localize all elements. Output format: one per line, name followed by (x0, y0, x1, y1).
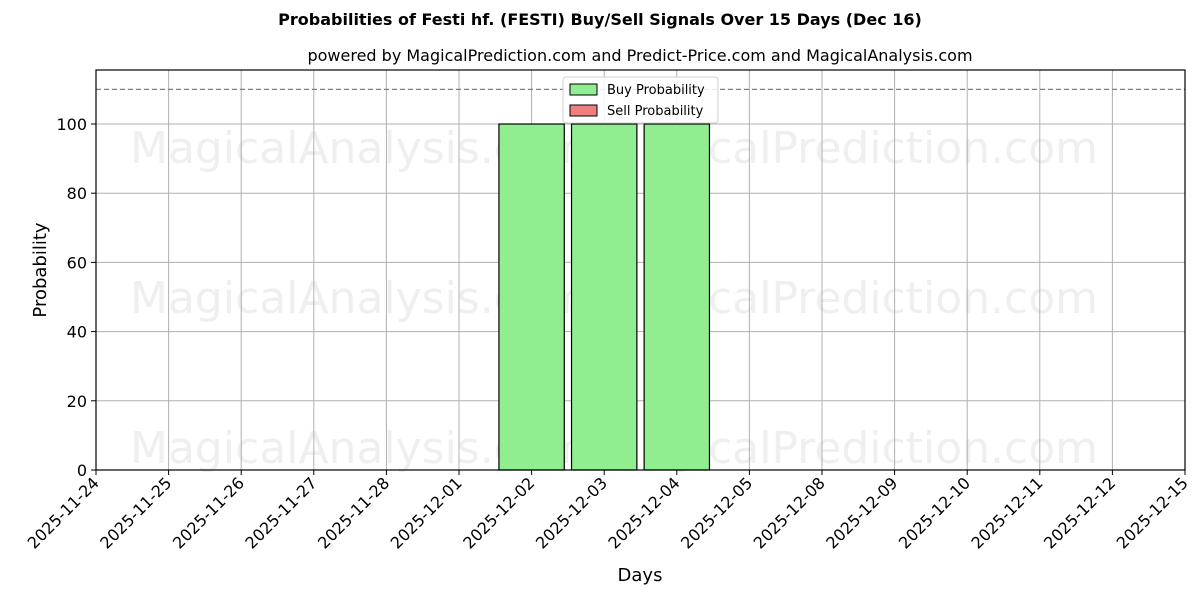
x-tick-label: 2025-11-28 (314, 473, 393, 552)
x-tick-label: 2025-12-01 (387, 473, 466, 552)
plot-frame (95, 69, 1186, 471)
x-tick-label: 2025-12-09 (822, 473, 901, 552)
x-tick-label: 2025-11-24 (24, 473, 103, 552)
buy-bar (498, 123, 565, 471)
legend-swatch (569, 104, 598, 117)
x-tick-label: 2025-12-12 (1040, 473, 1119, 552)
legend-swatch (569, 83, 598, 96)
x-tick-label: 2025-12-10 (895, 473, 974, 552)
x-tick-label: 2025-12-04 (604, 473, 683, 552)
y-tick-label: 80 (67, 184, 87, 203)
x-tick-label: 2025-12-11 (967, 473, 1046, 552)
y-tick-label: 20 (67, 392, 87, 411)
y-tick-label: 100 (56, 115, 87, 134)
y-tick-label: 0 (77, 461, 87, 480)
chart-subtitle: powered by MagicalPrediction.com and Pre… (307, 46, 973, 65)
legend-label: Buy Probability (607, 83, 705, 98)
x-tick-label: 2025-12-15 (1113, 473, 1192, 552)
x-tick-label: 2025-12-03 (532, 473, 611, 552)
x-tick-label: 2025-11-27 (241, 473, 320, 552)
legend-box (562, 76, 719, 124)
chart-title: Probabilities of Festi hf. (FESTI) Buy/S… (278, 10, 922, 29)
y-tick-label: 60 (67, 253, 87, 272)
x-tick-label: 2025-12-05 (677, 473, 756, 552)
x-tick-label: 2025-11-25 (96, 473, 175, 552)
x-tick-label: 2025-12-02 (459, 473, 538, 552)
y-axis-label: Probability (30, 222, 51, 317)
legend-label: Sell Probability (607, 104, 704, 119)
x-axis-label: Days (618, 565, 663, 586)
buy-bar (643, 123, 711, 471)
y-tick-label: 40 (67, 323, 87, 342)
x-tick-label: 2025-12-08 (750, 473, 829, 552)
buy-bar (570, 123, 638, 471)
x-tick-label: 2025-11-26 (169, 473, 248, 552)
